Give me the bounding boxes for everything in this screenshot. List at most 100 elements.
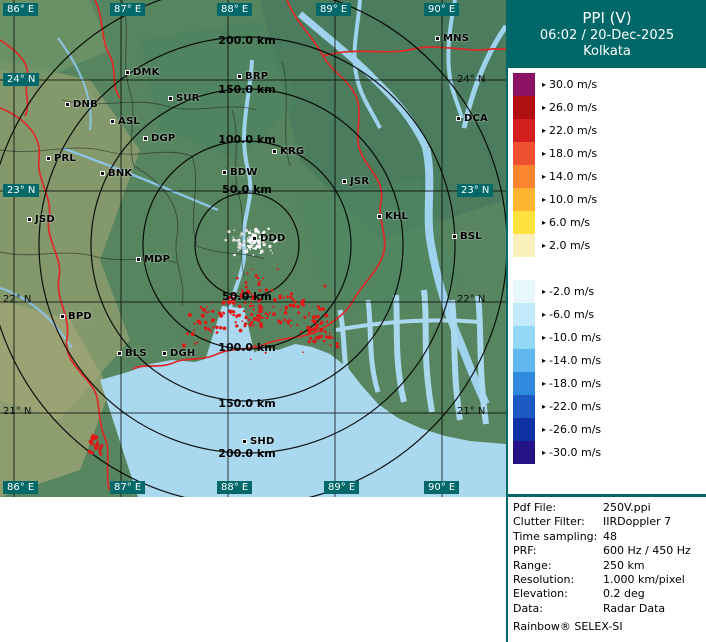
map-graphics [0, 0, 506, 497]
legend-swatch [513, 165, 535, 188]
info-label: Elevation: [513, 587, 568, 601]
legend-arrow-icon: ▸ [542, 217, 547, 227]
legend-arrow-icon: ▸ [542, 447, 547, 457]
legend-label: ▸ -2.0 m/s [542, 285, 595, 298]
legend-swatch [513, 211, 535, 234]
legend-arrow-icon: ▸ [542, 332, 547, 342]
info-value: Radar Data [603, 601, 666, 615]
legend-swatch [513, 234, 535, 257]
legend-label: ▸ 14.0 m/s [542, 170, 598, 183]
legend-label: ▸ -10.0 m/s [542, 331, 602, 344]
legend-swatch [513, 303, 535, 326]
legend-label: ▸ -30.0 m/s [542, 446, 602, 459]
legend-swatch [513, 395, 535, 418]
legend-arrow-icon: ▸ [542, 378, 547, 388]
info-value: 600 Hz / 450 Hz [603, 544, 691, 558]
legend-label: ▸ -18.0 m/s [542, 377, 602, 390]
info-row: Range: 250 km [513, 559, 701, 573]
legend-arrow-icon: ▸ [542, 424, 547, 434]
legend-arrow-icon: ▸ [542, 194, 547, 204]
scan-datetime: 06:02 / 20-Dec-2025 [539, 28, 675, 43]
legend-swatch [513, 441, 535, 464]
legend-swatch [513, 372, 535, 395]
legend-swatch [513, 257, 535, 280]
legend-item: ▸ -6.0 m/s [513, 303, 706, 326]
legend-item: ▸ 10.0 m/s [513, 188, 706, 211]
legend-arrow-icon: ▸ [542, 401, 547, 411]
radar-station-name: Kolkata [583, 44, 631, 59]
info-label: Pdf File: [513, 501, 557, 514]
info-row: Elevation: 0.2 deg [513, 587, 701, 601]
info-value: 250 km [603, 558, 645, 572]
legend-item: ▸ 14.0 m/s [513, 165, 706, 188]
legend-label: ▸ 26.0 m/s [542, 101, 598, 114]
legend-swatch [513, 349, 535, 372]
legend-label: ▸ -26.0 m/s [542, 423, 602, 436]
info-label: Time sampling: [513, 529, 598, 543]
info-row: PRF: 600 Hz / 450 Hz [513, 544, 701, 558]
legend-swatch [513, 73, 535, 96]
legend-item: ▸ -2.0 m/s [513, 280, 706, 303]
legend-arrow-icon: ▸ [542, 79, 547, 89]
product-title: PPI (V) [582, 9, 632, 27]
legend-item: ▸ 18.0 m/s [513, 142, 706, 165]
legend-label: ▸ 18.0 m/s [542, 147, 598, 160]
info-rows: Pdf File: 250V.ppi Clutter Filter: IIRDoppl… [513, 501, 701, 616]
legend-label: ▸ -22.0 m/s [542, 400, 602, 413]
info-label: Data: [513, 601, 543, 615]
legend-label: ▸ 2.0 m/s [542, 239, 591, 252]
legend-swatch [513, 188, 535, 211]
info-row: Time sampling: 48 [513, 530, 701, 544]
info-value: 1.000 km/pixel [603, 573, 685, 587]
info-row: Resolution: 1.000 km/pixel [513, 573, 701, 587]
legend-swatch [513, 119, 535, 142]
legend-arrow-icon: ▸ [542, 309, 547, 319]
legend-item: ▸ -14.0 m/s [513, 349, 706, 372]
info-value: 48 [603, 529, 617, 543]
info-label: Resolution: [513, 573, 575, 587]
legend-item: ▸ 6.0 m/s [513, 211, 706, 234]
legend-label: ▸ 6.0 m/s [542, 216, 591, 229]
range-rings [0, 0, 506, 497]
legend-arrow-icon: ▸ [542, 286, 547, 296]
info-label: PRF: [513, 544, 537, 558]
info-row: Clutter Filter: IIRDoppler 7 [513, 515, 701, 529]
legend-arrow-icon: ▸ [542, 355, 547, 365]
legend-arrow-icon: ▸ [542, 102, 547, 112]
panel-header: PPI (V) 06:02 / 20-Dec-2025 Kolkata [508, 0, 706, 68]
legend-label: ▸ -6.0 m/s [542, 308, 595, 321]
software-brand: Rainbow® SELEX-SI [513, 620, 623, 634]
legend-arrow-icon: ▸ [542, 240, 547, 250]
legend-arrow-icon: ▸ [542, 171, 547, 181]
legend-swatch [513, 280, 535, 303]
legend-arrow-icon: ▸ [542, 148, 547, 158]
legend-item: ▸ 26.0 m/s [513, 96, 706, 119]
sea-bay-of-bengal [100, 344, 506, 497]
radar-map[interactable]: 86° E 87° E 88° E 89° E 90° E 86° E 87° E 88° E… [0, 0, 506, 497]
side-panel: PPI (V) 06:02 / 20-Dec-2025 Kolkata ▸ 30.… [506, 0, 706, 497]
info-label: Range: [513, 558, 552, 572]
info-value: 0.2 deg [603, 587, 645, 601]
legend-swatch [513, 326, 535, 349]
velocity-echo-red [87, 268, 340, 456]
terrain-patches [0, 0, 506, 497]
legend-item: ▸ -26.0 m/s [513, 418, 706, 441]
legend-swatch [513, 96, 535, 119]
legend-item: ▸ -22.0 m/s [513, 395, 706, 418]
velocity-color-legend: ▸ 30.0 m/s ▸ 26.0 m/s ▸ 22.0 m/s ▸ 18.0 m/s ▸ 14.… [508, 68, 706, 464]
legend-label: ▸ 30.0 m/s [542, 78, 598, 91]
legend-item: ▸ 22.0 m/s [513, 119, 706, 142]
legend-item: ▸ 30.0 m/s [513, 73, 706, 96]
legend-item: ▸ -18.0 m/s [513, 372, 706, 395]
legend-label: ▸ 22.0 m/s [542, 124, 598, 137]
legend-swatch [513, 418, 535, 441]
legend-item: ▸ -10.0 m/s [513, 326, 706, 349]
legend-item [513, 257, 706, 280]
info-value: IIRDoppler 7 [603, 515, 672, 529]
legend-item: ▸ 2.0 m/s [513, 234, 706, 257]
legend-arrow-icon: ▸ [542, 125, 547, 135]
legend-swatch [513, 142, 535, 165]
legend-label: ▸ 10.0 m/s [542, 193, 598, 206]
info-row: Pdf File: 250V.ppi [513, 501, 701, 515]
